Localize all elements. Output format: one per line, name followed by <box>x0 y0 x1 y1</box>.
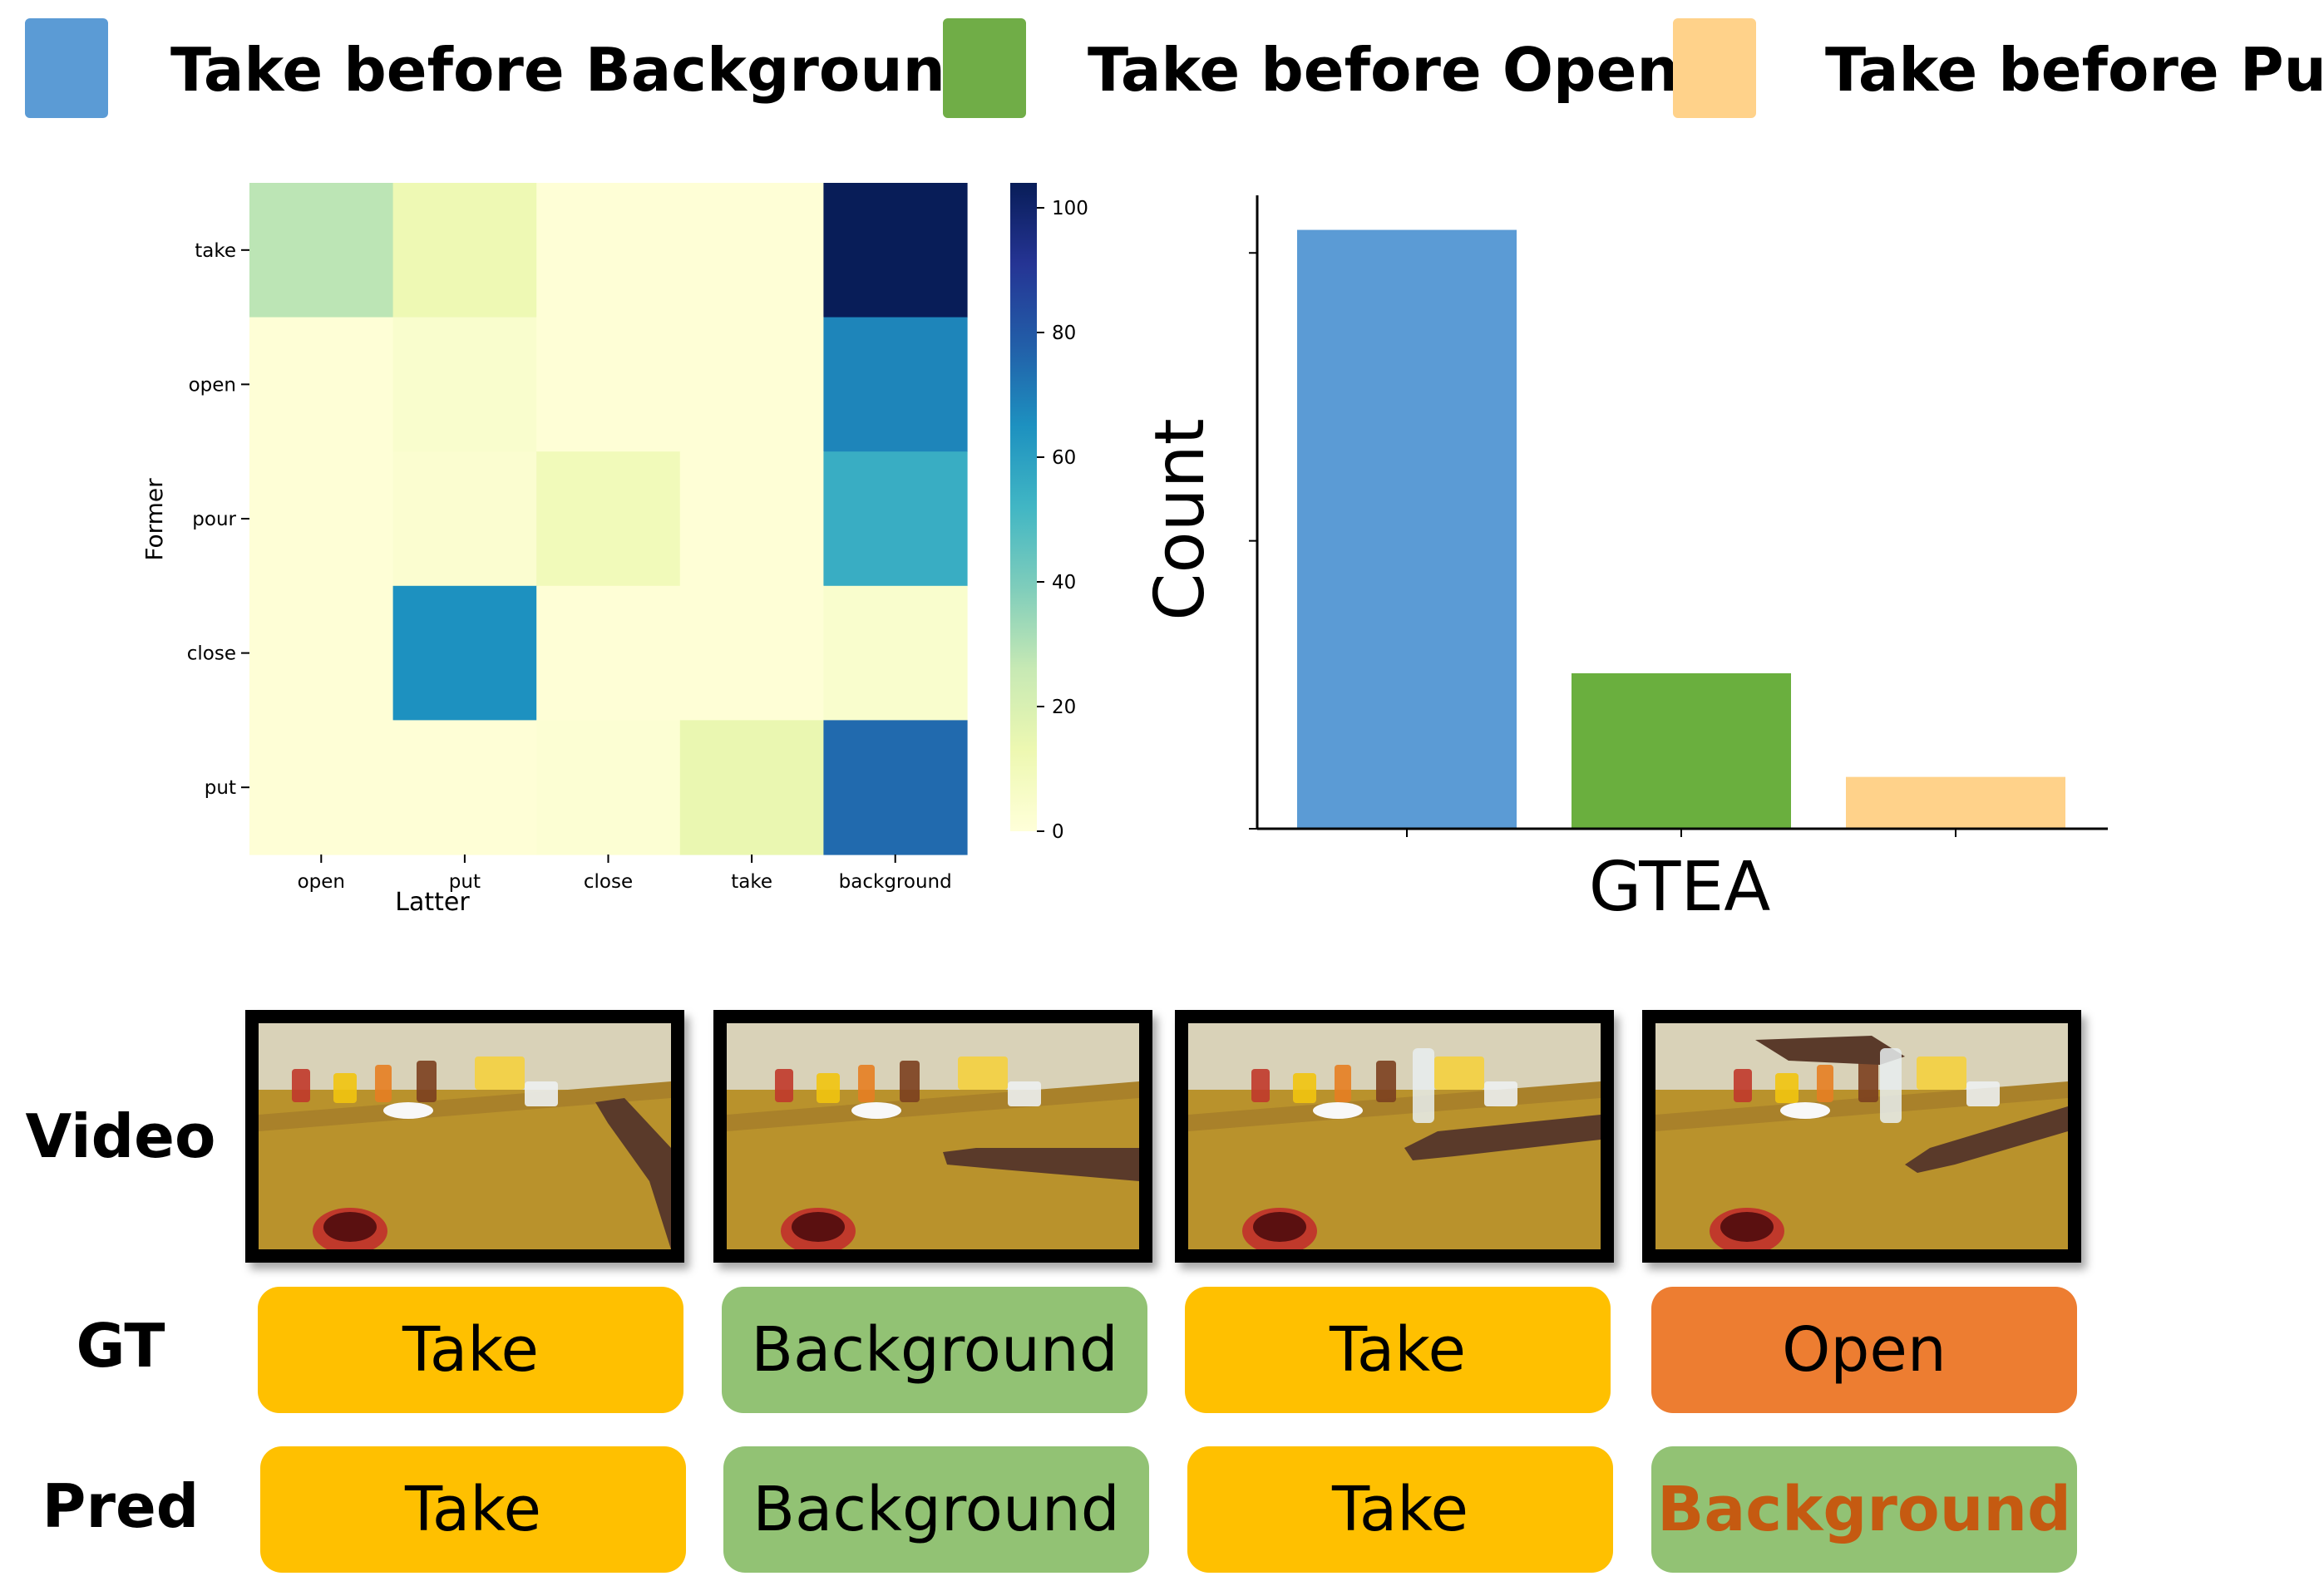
colorbar-tick-label: 80 <box>1052 323 1076 344</box>
row-label-video: Video <box>25 1101 216 1171</box>
heatmap-cell <box>249 585 394 721</box>
heatmap-cell <box>823 720 968 855</box>
pred-label: Background <box>723 1446 1149 1573</box>
y-tick-label: open <box>189 374 236 396</box>
legend-label: Take before Open <box>1088 35 1680 105</box>
y-tick-label: take <box>195 240 236 262</box>
heatmap-y-label: Former <box>141 478 168 561</box>
gt-label: Open <box>1651 1287 2077 1413</box>
video-frame-2 <box>713 1010 1152 1263</box>
heatmap-y-ticks: take open pour close put <box>187 240 249 799</box>
pred-label: Take <box>260 1446 686 1573</box>
bar <box>1846 776 2065 829</box>
x-tick-label: close <box>584 871 633 893</box>
bar-chart: GTEA Count <box>1143 195 2108 927</box>
x-tick-label: take <box>731 871 772 893</box>
heatmap-cells <box>249 183 968 855</box>
heatmap-cell <box>392 317 537 452</box>
heatmap-cell <box>392 585 537 721</box>
colorbar <box>1010 183 1037 831</box>
heatmap-cell <box>823 317 968 452</box>
heatmap-cell <box>536 451 681 587</box>
gt-label: Take <box>1185 1287 1611 1413</box>
bar <box>1297 229 1517 830</box>
colorbar-tick-label: 40 <box>1052 572 1076 593</box>
colorbar-ticks: 0 20 40 60 80 100 <box>1037 198 1088 843</box>
bar-x-label: GTEA <box>1589 848 1771 927</box>
heatmap-cell <box>679 585 824 721</box>
legend-label: Take before Background <box>170 35 989 105</box>
bar-y-label: Count <box>1143 418 1220 621</box>
y-tick-label: pour <box>192 509 236 530</box>
heatmap-cell <box>823 451 968 587</box>
heatmap-cell <box>392 183 537 318</box>
bar <box>1572 672 1791 829</box>
heatmap-cell <box>249 451 394 587</box>
colorbar-tick-label: 100 <box>1052 198 1088 219</box>
pred-label: Take <box>1187 1446 1613 1573</box>
heatmap-cell <box>249 317 394 452</box>
gt-label: Background <box>722 1287 1147 1413</box>
legend: Take before Background Take before Open … <box>0 0 2324 141</box>
heatmap-cell <box>249 183 394 318</box>
heatmap-cell <box>249 720 394 855</box>
pred-label: Background <box>1651 1446 2077 1573</box>
heatmap-cell <box>679 451 824 587</box>
heatmap-cell <box>536 585 681 721</box>
colorbar-tick-label: 0 <box>1052 821 1064 843</box>
heatmap-cell <box>823 585 968 721</box>
row-label-gt: GT <box>76 1311 165 1381</box>
heatmap-chart: take open pour close put open put close take bac… <box>141 183 1088 917</box>
row-label-pred: Pred <box>42 1471 200 1541</box>
video-frame-1 <box>245 1010 684 1263</box>
heatmap-cell <box>679 720 824 855</box>
heatmap-cell <box>679 317 824 452</box>
heatmap-cell <box>679 183 824 318</box>
video-frame-3 <box>1175 1010 1614 1263</box>
colorbar-tick-label: 60 <box>1052 447 1076 469</box>
legend-label: Take before Put <box>1825 35 2324 105</box>
heatmap-cell <box>536 183 681 318</box>
heatmap-cell <box>536 720 681 855</box>
bar-x-ticks <box>1406 829 1956 837</box>
x-tick-label: put <box>449 871 481 893</box>
legend-swatch-blue <box>25 18 108 118</box>
x-tick-label: background <box>839 871 952 893</box>
heatmap-x-label: Latter <box>395 888 470 917</box>
colorbar-tick-label: 20 <box>1052 697 1076 718</box>
bars <box>1297 229 2065 830</box>
x-tick-label: open <box>298 871 345 893</box>
heatmap-cell <box>392 451 537 587</box>
gt-label: Take <box>258 1287 683 1413</box>
y-tick-label: put <box>205 777 236 799</box>
video-frame-4 <box>1642 1010 2081 1263</box>
heatmap-cell <box>536 317 681 452</box>
bar-y-ticks <box>1249 252 1257 830</box>
legend-swatch-green <box>943 18 1026 118</box>
heatmap-cell <box>823 183 968 318</box>
heatmap-cell <box>392 720 537 855</box>
heatmap-x-ticks: open put close take background <box>298 855 952 893</box>
legend-swatch-orange <box>1673 18 1756 118</box>
y-tick-label: close <box>187 643 236 665</box>
